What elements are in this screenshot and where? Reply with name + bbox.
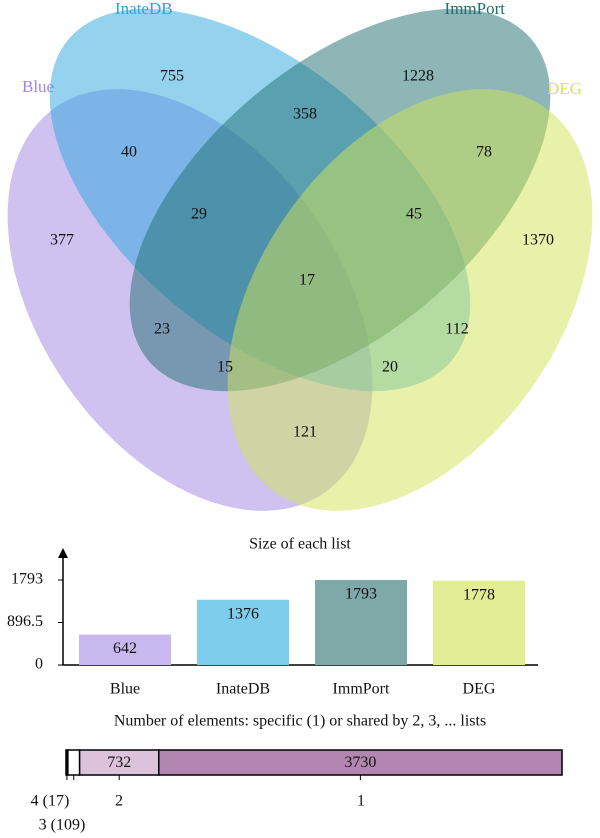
x-tick-label: DEG — [463, 681, 496, 698]
region-count: 377 — [50, 232, 74, 249]
bar-value: 642 — [113, 640, 137, 657]
bar-value: 1778 — [463, 586, 495, 603]
x-tick-label: ImmPort — [333, 681, 390, 698]
y-tick-label: 896.5 — [7, 613, 43, 630]
region-count: 78 — [476, 144, 492, 161]
bar — [433, 580, 525, 665]
set-label: DEG — [547, 79, 582, 98]
region-count: 112 — [445, 321, 468, 338]
set-label: ImmPort — [445, 0, 506, 18]
bar — [79, 634, 171, 665]
set-label: InateDB — [115, 0, 173, 18]
bar — [197, 599, 289, 665]
chart-title: Size of each list — [249, 536, 351, 553]
region-count: 755 — [160, 68, 184, 85]
region-count: 29 — [191, 206, 207, 223]
region-count: 358 — [293, 106, 317, 123]
venn-set — [227, 89, 593, 511]
region-count: 40 — [121, 144, 137, 161]
y-tick-label: 1793 — [11, 571, 43, 588]
region-count: 1228 — [402, 68, 434, 85]
bar — [315, 580, 407, 665]
region-count: 15 — [217, 359, 233, 376]
y-tick-label: 0 — [35, 656, 43, 673]
segment-label: 2 — [115, 793, 123, 810]
bar-value: 1376 — [227, 605, 259, 622]
set-label: Blue — [22, 77, 54, 96]
chart-title: Number of elements: specific (1) or shar… — [114, 713, 486, 730]
segment — [158, 749, 563, 776]
x-tick-label: InateDB — [216, 681, 270, 698]
x-tick-label: Blue — [110, 681, 140, 698]
segment-value: 3730 — [344, 754, 376, 771]
segment-value: 732 — [107, 754, 131, 771]
axis-arrow — [58, 548, 68, 558]
segment-label: 1 — [357, 793, 365, 810]
region-count: 17 — [299, 272, 315, 289]
segment — [67, 749, 81, 776]
region-count: 23 — [154, 321, 170, 338]
segment-label: 4 (17) — [31, 793, 70, 810]
region-count: 121 — [293, 424, 317, 441]
region-count: 20 — [382, 359, 398, 376]
bar-value: 1793 — [345, 586, 377, 603]
segment-label: 3 (109) — [39, 817, 86, 834]
region-count: 1370 — [522, 232, 554, 249]
region-count: 45 — [406, 206, 422, 223]
